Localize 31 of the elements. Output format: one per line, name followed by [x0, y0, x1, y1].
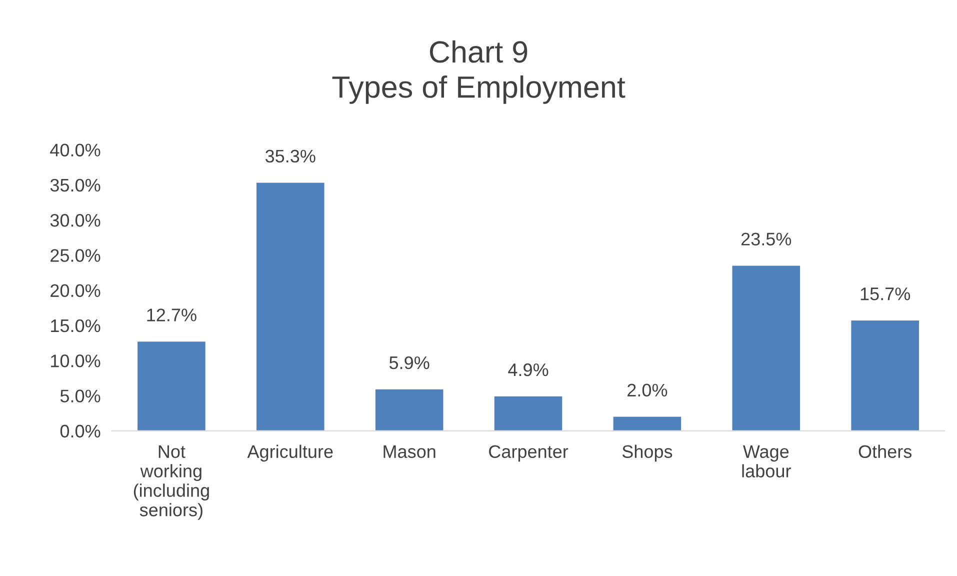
- y-tick-label: 5.0%: [60, 390, 100, 402]
- x-tick-label: Carpenter: [489, 445, 568, 462]
- bar: [138, 342, 206, 431]
- y-tick-label: 35.0%: [50, 178, 100, 192]
- x-tick-label: Agriculture: [247, 444, 333, 462]
- data-label: 23.5%: [741, 232, 792, 246]
- data-label: 5.9%: [389, 356, 430, 370]
- x-tick-label: Wage labour: [742, 445, 791, 478]
- y-tick-label: 10.0%: [51, 354, 100, 368]
- bar: [494, 396, 562, 431]
- y-tick-label: 25.0%: [50, 249, 100, 262]
- data-label: 35.3%: [265, 150, 316, 163]
- y-tick-label: 20.0%: [50, 284, 100, 298]
- bar: [613, 416, 682, 431]
- data-label: 2.0%: [628, 384, 668, 397]
- bar: [256, 182, 324, 431]
- bar: [375, 389, 444, 431]
- bar: [732, 266, 800, 431]
- x-tick-label: Others: [858, 444, 912, 458]
- chart-title: Chart 9 Types of Employment: [332, 40, 626, 104]
- bar: [851, 320, 919, 431]
- y-tick-label: 40.0%: [50, 144, 100, 156]
- x-tick-label: Mason: [384, 445, 436, 458]
- data-label: 4.9%: [508, 363, 548, 376]
- data-label: 15.7%: [860, 288, 910, 300]
- x-tick-label: Not working (including seniors): [134, 445, 209, 520]
- x-tick-label: Shops: [622, 444, 672, 462]
- y-tick-label: 0.0%: [60, 424, 100, 438]
- data-label: 12.7%: [147, 308, 196, 322]
- y-tick-label: 30.0%: [50, 214, 100, 227]
- y-tick-label: 15.0%: [51, 319, 100, 332]
